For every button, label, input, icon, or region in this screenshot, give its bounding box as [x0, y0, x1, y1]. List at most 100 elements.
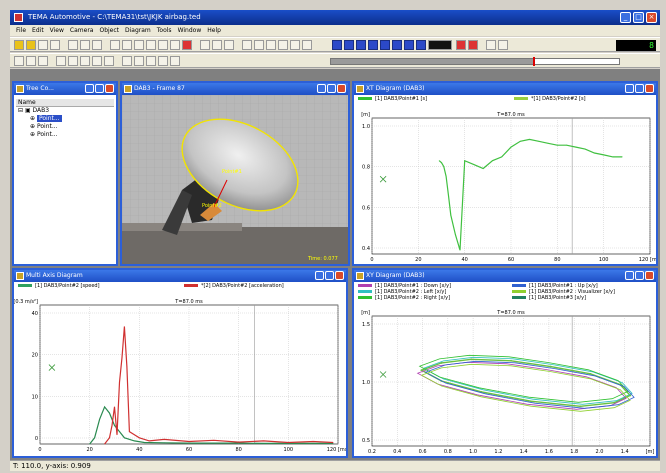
search-icon[interactable] — [290, 40, 300, 50]
fit-icon[interactable] — [224, 40, 234, 50]
loop-icon[interactable] — [456, 40, 466, 50]
minimize-button[interactable] — [625, 84, 634, 93]
minimize-button[interactable] — [85, 84, 94, 93]
tree-node-dab3[interactable]: ⊟ ▣ DAB3 — [18, 107, 50, 114]
tree-window-titlebar[interactable]: Tree Co... — [14, 83, 116, 95]
step-back-icon[interactable] — [356, 40, 366, 50]
legend-entry[interactable]: *[2] DAB3/Point#2 [acceleration] — [184, 283, 284, 289]
fast-forward-icon[interactable] — [404, 40, 414, 50]
layout-tile-icon[interactable] — [122, 56, 132, 66]
bounce-icon[interactable] — [468, 40, 478, 50]
chart-icon[interactable] — [302, 40, 312, 50]
rewind-icon[interactable] — [344, 40, 354, 50]
menu-object[interactable]: Object — [99, 27, 120, 34]
zoom-out-icon[interactable] — [212, 40, 222, 50]
camera-frame[interactable]: Point#1 Point#2 Time: 0.077 — [122, 95, 348, 264]
align-right-icon[interactable] — [80, 56, 90, 66]
export-icon[interactable] — [498, 40, 508, 50]
close-button[interactable] — [645, 271, 654, 280]
legend-entry[interactable]: [1] DAB3/Point#1 : Up [x/y] — [512, 283, 598, 289]
maximize-button[interactable] — [325, 271, 334, 280]
cut-icon[interactable] — [68, 40, 78, 50]
menu-help[interactable]: Help — [207, 27, 221, 34]
maximize-button[interactable] — [95, 84, 104, 93]
menu-file[interactable]: File — [16, 27, 27, 34]
layout-grid-icon[interactable] — [170, 56, 180, 66]
camera-icon[interactable] — [170, 40, 180, 50]
xt-window-titlebar[interactable]: XT Diagram (DAB3) — [354, 83, 656, 95]
track-point-icon[interactable] — [266, 40, 276, 50]
timeline-playhead[interactable] — [532, 57, 535, 66]
target-icon[interactable] — [26, 56, 36, 66]
tree-node-point-2[interactable]: ⊕ Point... — [30, 123, 58, 130]
grid-icon[interactable] — [38, 56, 48, 66]
menu-diagram[interactable]: Diagram — [125, 27, 151, 34]
xy-chart[interactable]: 0.2 0.4 0.6 0.8 1.0 1.2 1.4 1.6 1.8 2.0 1.4 [m] 1.5 1… — [354, 306, 656, 456]
align-top-icon[interactable] — [92, 56, 102, 66]
settings-icon[interactable] — [158, 40, 168, 50]
align-center-icon[interactable] — [68, 56, 78, 66]
properties-icon[interactable] — [146, 40, 156, 50]
minimize-button[interactable] — [625, 271, 634, 280]
legend-entry[interactable]: [1] DAB3/Point#1 : Down [x/y] — [358, 283, 451, 289]
xy-window-titlebar[interactable]: XY Diagram (DAB3) — [354, 270, 656, 282]
expand-icon[interactable]: ⊟ — [18, 107, 24, 114]
step-forward-icon[interactable] — [392, 40, 402, 50]
save-icon[interactable] — [38, 40, 48, 50]
menu-window[interactable]: Window — [177, 27, 202, 34]
legend-entry[interactable]: *[1] DAB3/Point#2 [s] — [514, 96, 586, 102]
close-button[interactable] — [645, 84, 654, 93]
zoom-in-icon[interactable] — [200, 40, 210, 50]
legend-entry[interactable]: [1] DAB3/Point#2 [speed] — [18, 283, 100, 289]
camera-window-titlebar[interactable]: DAB3 - Frame 87 — [122, 83, 348, 95]
menu-tools[interactable]: Tools — [156, 27, 172, 34]
track-icon[interactable] — [254, 40, 264, 50]
legend-entry[interactable]: [1] DAB3/Point#2 : Right [x/y] — [358, 295, 450, 301]
delete-icon[interactable] — [110, 40, 120, 50]
close-button[interactable] — [105, 84, 114, 93]
color-icon[interactable] — [182, 40, 192, 50]
minimize-button[interactable]: _ — [620, 12, 631, 23]
last-frame-icon[interactable] — [416, 40, 426, 50]
play-icon[interactable] — [380, 40, 390, 50]
pointer-icon[interactable] — [242, 40, 252, 50]
filter-icon[interactable] — [14, 56, 24, 66]
close-button[interactable] — [337, 84, 346, 93]
legend-entry[interactable]: [1] DAB3/Point#3 [x/y] — [512, 295, 586, 301]
legend-entry[interactable]: [1] DAB3/Point#1 [s] — [358, 96, 427, 102]
align-bottom-icon[interactable] — [104, 56, 114, 66]
redo-icon[interactable] — [134, 40, 144, 50]
align-left-icon[interactable] — [56, 56, 66, 66]
minimize-button[interactable] — [317, 84, 326, 93]
menu-view[interactable]: View — [49, 27, 64, 34]
minimize-button[interactable] — [315, 271, 324, 280]
maximize-button[interactable] — [635, 84, 644, 93]
timeline-slider[interactable] — [330, 57, 620, 66]
tree-node-point-1[interactable]: ⊕ Point... — [30, 115, 62, 122]
menu-edit[interactable]: Edit — [32, 27, 44, 34]
multi-window-titlebar[interactable]: Multi Axis Diagram — [14, 270, 346, 282]
first-frame-icon[interactable] — [332, 40, 342, 50]
layout-cascade-icon[interactable] — [134, 56, 144, 66]
open-icon[interactable] — [26, 40, 36, 50]
new-icon[interactable] — [14, 40, 24, 50]
sync-icon[interactable] — [486, 40, 496, 50]
legend-entry[interactable]: [1] DAB3/Point#2 : Left [x/y] — [358, 289, 446, 295]
stop-icon[interactable] — [368, 40, 378, 50]
measure-icon[interactable] — [278, 40, 288, 50]
tree-node-point-3[interactable]: ⊕ Point... — [30, 131, 58, 138]
close-button[interactable]: × — [646, 12, 657, 23]
layout-horizontal-icon[interactable] — [146, 56, 156, 66]
maximize-button[interactable]: □ — [633, 12, 644, 23]
undo-icon[interactable] — [122, 40, 132, 50]
maximize-button[interactable] — [327, 84, 336, 93]
copy-icon[interactable] — [80, 40, 90, 50]
print-icon[interactable] — [50, 40, 60, 50]
layout-vertical-icon[interactable] — [158, 56, 168, 66]
tree-column-header[interactable]: Name — [16, 99, 114, 107]
legend-entry[interactable]: [1] DAB3/Point#2 : Visualizer [x/y] — [512, 289, 615, 295]
maximize-button[interactable] — [635, 271, 644, 280]
paste-icon[interactable] — [92, 40, 102, 50]
close-button[interactable] — [335, 271, 344, 280]
